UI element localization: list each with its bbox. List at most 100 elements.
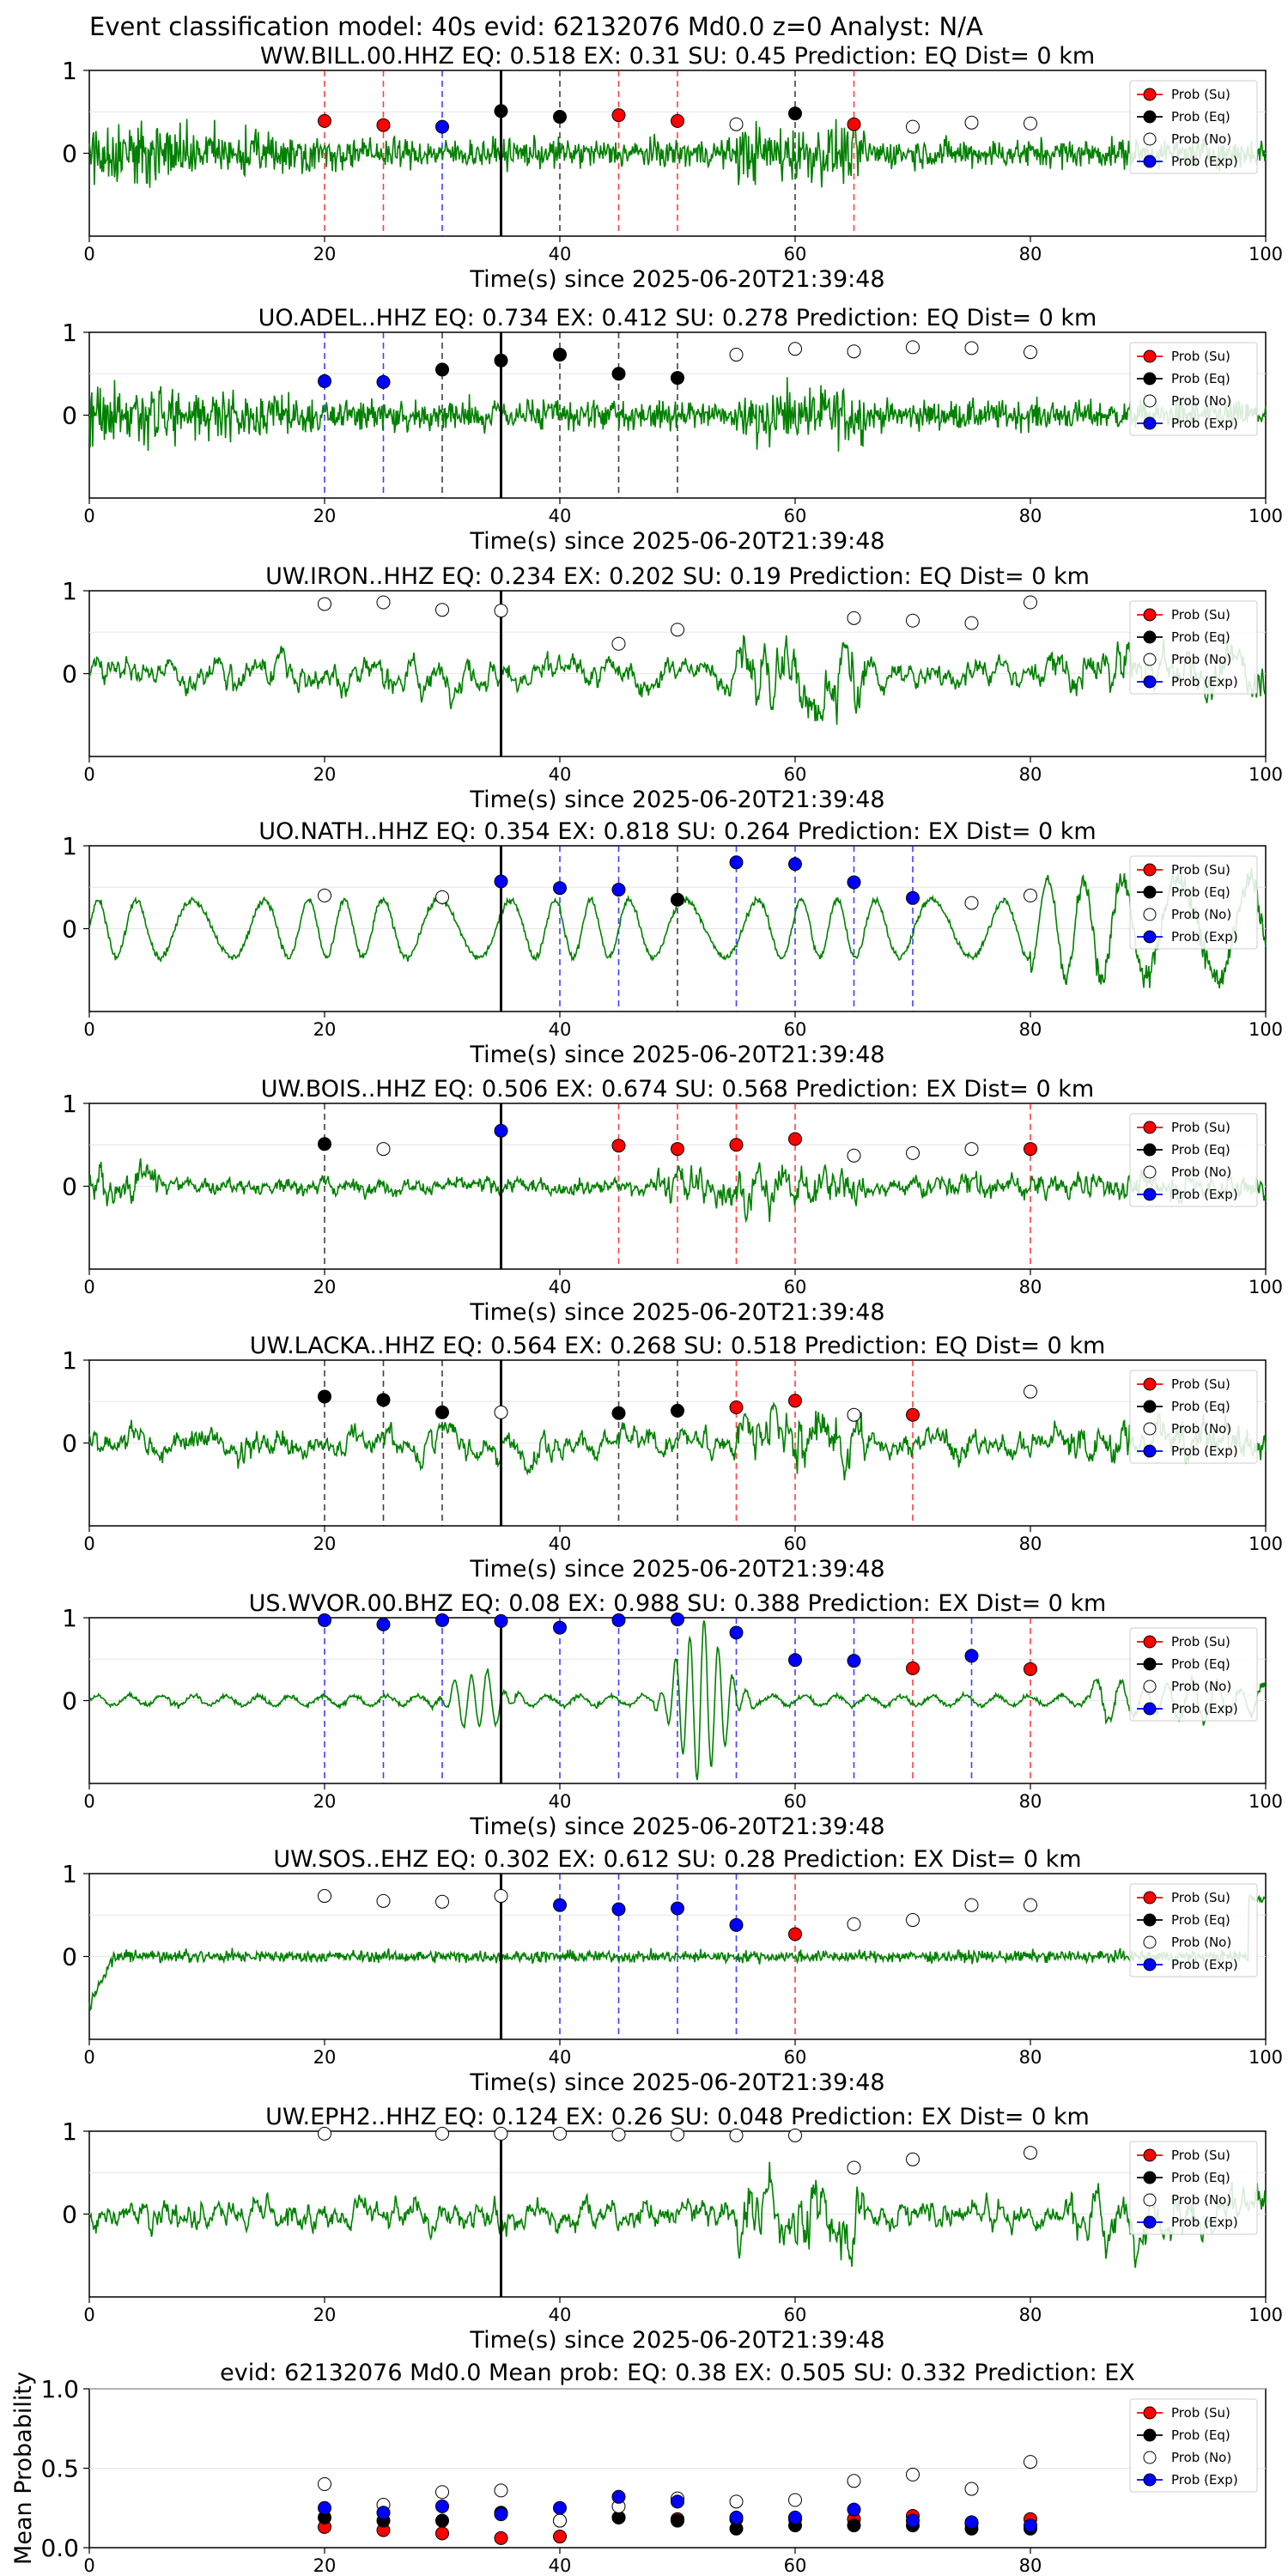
prob-point <box>553 2126 567 2141</box>
legend-label: Prob (Su) <box>1171 349 1230 364</box>
legend-marker <box>1143 2148 1157 2162</box>
legend-label: Prob (Exp) <box>1171 1701 1238 1716</box>
waveform-trace <box>88 1401 1267 1481</box>
legend-marker <box>1143 1121 1157 1134</box>
legend-label: Prob (Exp) <box>1171 1443 1238 1459</box>
x-axis-label: Time(s) since 2025-06-20T21:39:48 <box>469 1814 884 1840</box>
prob-point <box>318 1389 331 1404</box>
prob-point <box>729 1625 744 1640</box>
x-tick-label: 80 <box>1019 1534 1042 1554</box>
x-tick-label: 40 <box>549 2305 572 2325</box>
x-tick-label: 40 <box>549 1277 572 1297</box>
prob-point <box>906 119 920 134</box>
figure-title: Event classification model: 40s evid: 62… <box>89 12 983 41</box>
x-tick-label: 60 <box>784 506 807 526</box>
x-tick-label: 100 <box>1249 764 1283 785</box>
x-tick-label: 20 <box>313 2555 337 2576</box>
prob-point <box>435 1613 449 1627</box>
prob-point <box>318 1613 331 1627</box>
x-tick-label: 60 <box>784 2047 807 2068</box>
prob-point <box>906 1661 920 1675</box>
mean-point-eq <box>435 2513 449 2528</box>
legend-label: Prob (Su) <box>1171 607 1230 623</box>
prob-point <box>553 881 567 896</box>
mean-point-exp <box>788 2510 802 2524</box>
mean-point-no <box>964 2482 979 2496</box>
x-tick-label: 20 <box>313 2305 337 2325</box>
prob-point <box>906 2152 920 2166</box>
legend-marker <box>1143 1935 1157 1949</box>
station-panel: WW.BILL.00.HHZ EQ: 0.518 EX: 0.31 SU: 0.… <box>62 43 1283 293</box>
x-tick-label: 0 <box>83 2047 94 2068</box>
prob-point <box>435 603 449 617</box>
legend-label: Prob (Eq) <box>1171 629 1230 645</box>
x-tick-label: 40 <box>549 2047 572 2068</box>
prob-point <box>494 1889 508 1904</box>
prob-point <box>494 353 508 368</box>
legend-label: Prob (Exp) <box>1171 2215 1238 2230</box>
mean-point-eq <box>847 2518 861 2533</box>
station-panel: UW.LACKA..HHZ EQ: 0.564 EX: 0.268 SU: 0.… <box>62 1333 1283 1583</box>
legend-label: Prob (No) <box>1171 131 1231 147</box>
legend-label: Prob (No) <box>1171 393 1231 409</box>
mean-point-exp <box>494 2507 508 2522</box>
prob-point <box>906 1913 920 1928</box>
mean-point-exp <box>376 2506 391 2520</box>
prob-point <box>788 1394 802 1408</box>
y-tick-label: 0 <box>62 915 77 944</box>
x-tick-label: 60 <box>784 1534 807 1554</box>
legend-label: Prob (Su) <box>1171 862 1230 878</box>
legend-marker <box>1143 675 1157 689</box>
prob-point <box>906 1145 920 1160</box>
x-tick-label: 0 <box>83 1277 94 1297</box>
prob-point <box>1024 2146 1037 2160</box>
legend-label: Prob (Eq) <box>1171 1142 1230 1157</box>
legend-marker <box>1143 2473 1157 2487</box>
prob-point <box>906 613 920 628</box>
legend-marker <box>1143 88 1157 101</box>
x-tick-label: 100 <box>1249 506 1283 526</box>
prob-point <box>435 362 449 377</box>
legend-label: Prob (Exp) <box>1171 416 1238 431</box>
prob-point <box>671 892 684 907</box>
panel-title: UW.IRON..HHZ EQ: 0.234 EX: 0.202 SU: 0.1… <box>265 563 1090 590</box>
station-panel: US.WVOR.00.BHZ EQ: 0.08 EX: 0.988 SU: 0.… <box>62 1590 1283 1840</box>
x-tick-label: 100 <box>1249 1791 1283 1812</box>
prob-point <box>611 1902 626 1917</box>
legend-label: Prob (Eq) <box>1171 371 1230 386</box>
prob-point <box>611 883 626 897</box>
x-tick-label: 100 <box>1249 1277 1283 1297</box>
legend-marker <box>1143 908 1157 921</box>
legend-marker <box>1143 1657 1157 1671</box>
legend-marker <box>1143 155 1157 168</box>
station-panel: UW.SOS..EHZ EQ: 0.302 EX: 0.612 SU: 0.28… <box>62 1846 1283 2096</box>
prob-point <box>553 1620 567 1635</box>
legend-marker <box>1143 1913 1157 1927</box>
legend-marker <box>1143 1891 1157 1905</box>
legend-label: Prob (No) <box>1171 1164 1231 1180</box>
mean-point-eq <box>671 2513 684 2528</box>
x-tick-label: 60 <box>784 2305 807 2325</box>
x-axis-label: Time(s) since 2025-06-20T21:39:48 <box>469 1299 884 1326</box>
waveform-trace <box>88 118 1267 188</box>
x-tick-label: 60 <box>784 764 807 785</box>
mean-point-exp <box>611 2489 626 2504</box>
x-axis-label: Time(s) since 2025-06-20T21:39:48 <box>469 1042 884 1068</box>
x-axis-label: Time(s) since 2025-06-20T21:39:48 <box>469 266 884 293</box>
legend-marker <box>1143 2193 1157 2207</box>
legend-label: Prob (Su) <box>1171 2148 1230 2163</box>
prob-point <box>494 1613 508 1628</box>
prob-point <box>671 1612 684 1626</box>
x-tick-label: 40 <box>549 764 572 785</box>
x-tick-label: 0 <box>83 1019 94 1040</box>
prob-point <box>494 1123 508 1138</box>
legend-marker <box>1143 1143 1157 1157</box>
prob-point <box>729 2128 744 2142</box>
prob-point <box>1024 116 1037 131</box>
panel-title: UW.LACKA..HHZ EQ: 0.564 EX: 0.268 SU: 0.… <box>250 1333 1106 1359</box>
prob-point <box>553 110 567 125</box>
prob-point <box>611 108 626 123</box>
legend-box <box>1129 1883 1258 1978</box>
y-tick-label: 0 <box>62 140 77 168</box>
legend-marker <box>1143 372 1157 386</box>
